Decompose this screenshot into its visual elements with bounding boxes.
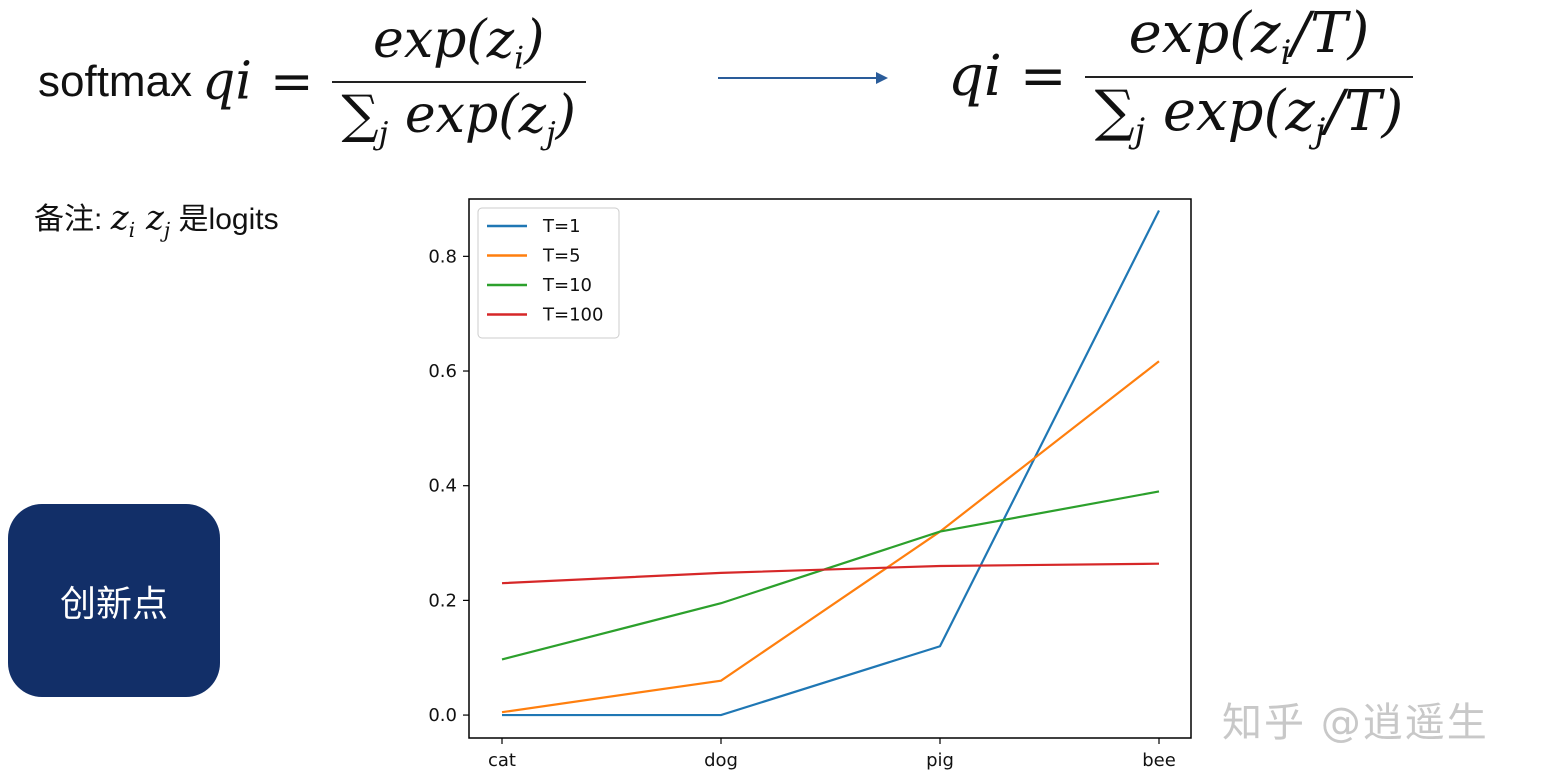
temperature-softmax-formula: qi = exp(zi/T) ∑j exp(zj/T) [948, 1, 1414, 148]
formula-equals: = [1019, 43, 1067, 109]
legend-label: T=1 [542, 216, 581, 237]
innovation-button-label: 创新点 [59, 583, 168, 625]
legend-box [477, 207, 620, 339]
logits-note: 备注: zi zj 是logits [34, 198, 279, 242]
y-tick-label: 0.2 [428, 590, 457, 611]
series-line-t5 [501, 360, 1160, 714]
series-line-t100 [501, 562, 1160, 585]
right-arrow-icon [718, 72, 888, 84]
x-tick-label: pig [926, 750, 954, 771]
x-tick-label: bee [1142, 750, 1176, 771]
y-tick-label: 0.0 [428, 705, 457, 726]
x-tick-label: cat [488, 750, 516, 771]
formula-fraction: exp(zi) ∑j exp(zj) [331, 10, 586, 150]
temperature-line-chart: 0.0 0.2 0.4 0.6 0.8 cat dog pig bee T=1 T=5 T=10 T=1… [428, 198, 1192, 771]
watermark: 知乎 @逍遥生 [1222, 700, 1489, 746]
formula-lhs: qi [948, 43, 1002, 109]
y-tick-label: 0.4 [428, 476, 457, 497]
formula-numerator: exp(zi/T) [1128, 1, 1370, 73]
formula-label: softmax [38, 56, 193, 106]
series-line-t10 [501, 490, 1160, 661]
formula-equals: = [269, 51, 314, 112]
legend-label: T=100 [542, 305, 603, 326]
softmax-formula: softmax qi = exp(zi) ∑j exp(zj) [38, 14, 586, 149]
plot-frame [468, 198, 1192, 739]
x-tick-label: dog [704, 750, 738, 771]
y-tick-label: 0.8 [428, 246, 457, 267]
formula-denominator: ∑j exp(zj/T) [1084, 75, 1414, 148]
legend-label: T=5 [542, 246, 581, 267]
formula-numerator: exp(zi) [373, 10, 545, 77]
legend-label: T=10 [542, 275, 592, 296]
y-tick-label: 0.6 [428, 361, 457, 382]
series-line-t1 [502, 209, 1160, 717]
formula-denominator: ∑j exp(zj) [331, 80, 586, 150]
formula-lhs: qi [202, 51, 252, 112]
innovation-button[interactable]: 创新点 [8, 504, 220, 697]
formula-fraction: exp(zi/T) ∑j exp(zj/T) [1084, 1, 1414, 148]
